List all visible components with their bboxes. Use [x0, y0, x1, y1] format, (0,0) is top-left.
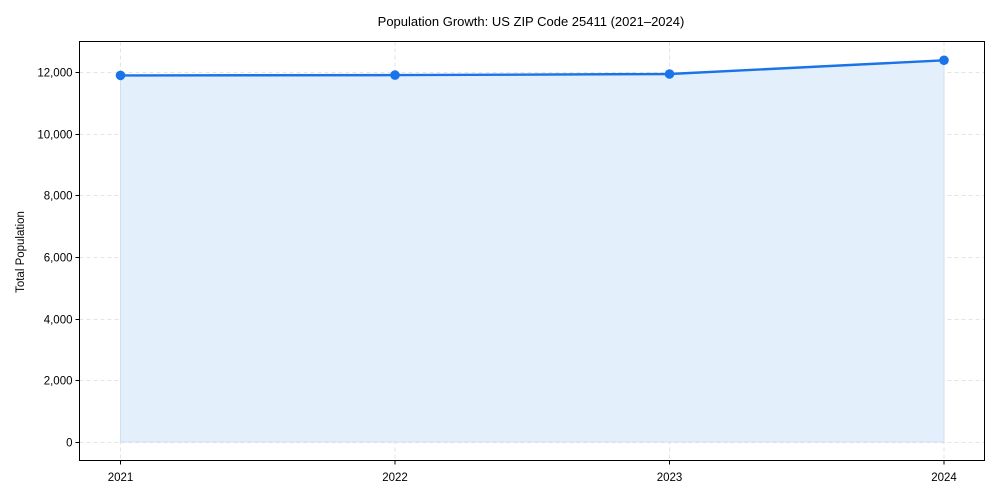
y-tick-label: 0 — [66, 438, 72, 450]
data-point — [390, 70, 400, 80]
plot-frame — [79, 41, 985, 461]
y-axis: 0 2,000 4,000 6,000 8,000 10,000 12,000 — [37, 68, 80, 450]
chart-title: Population Growth: US ZIP Code 25411 (20… — [378, 14, 685, 29]
data-point — [115, 70, 126, 81]
data-point — [664, 69, 675, 79]
x-tick-label: 2022 — [382, 472, 408, 484]
data-point — [939, 55, 949, 66]
data-markers — [115, 55, 949, 81]
y-tick-label: 8,000 — [44, 191, 73, 203]
y-tick-label: 6,000 — [44, 253, 73, 265]
y-axis-label: Total Population — [15, 211, 27, 293]
y-tick-label: 4,000 — [44, 315, 73, 327]
y-tick-label: 10,000 — [37, 130, 72, 142]
x-tick-label: 2024 — [931, 472, 957, 484]
y-tick-label: 12,000 — [37, 68, 72, 80]
data-line — [120, 59, 945, 77]
x-axis: 2021 2022 2023 2024 — [108, 460, 957, 484]
x-tick-label: 2023 — [657, 472, 683, 484]
x-tick-label: 2021 — [108, 472, 134, 484]
y-tick-label: 2,000 — [44, 376, 73, 388]
area-fill — [120, 59, 945, 443]
